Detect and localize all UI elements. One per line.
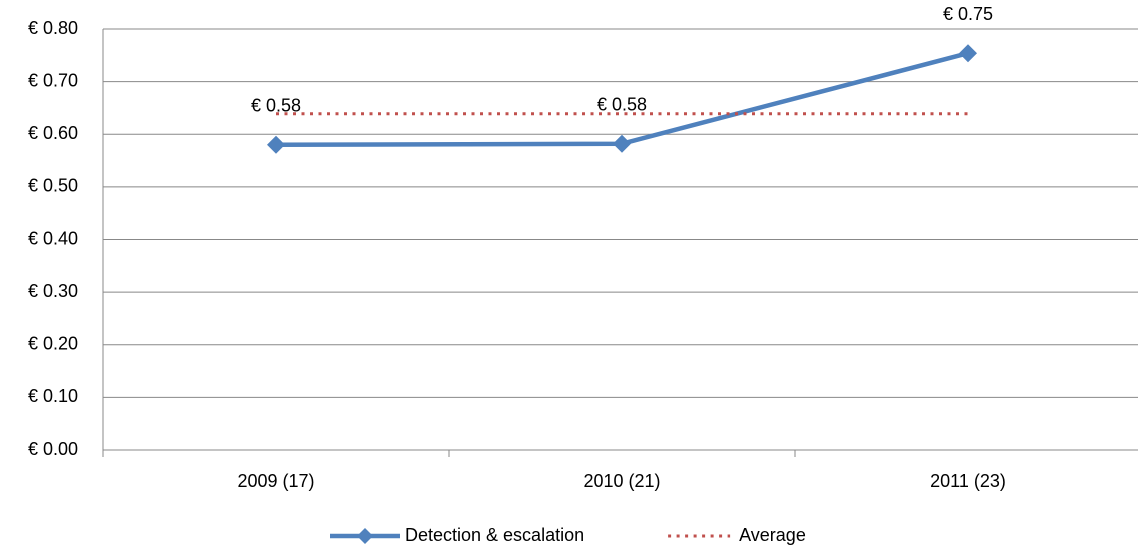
- data-label: € 0.75: [943, 4, 993, 24]
- x-tick-label: 2010 (21): [583, 471, 660, 491]
- y-tick-label: € 0.80: [28, 18, 78, 38]
- y-tick-label: € 0.20: [28, 334, 78, 354]
- legend-label: Detection & escalation: [405, 525, 584, 545]
- y-tick-label: € 0.30: [28, 281, 78, 301]
- marker: [959, 44, 977, 63]
- y-tick-label: € 0.10: [28, 386, 78, 406]
- y-tick-label: € 0.40: [28, 228, 78, 248]
- marker: [267, 135, 285, 154]
- y-tick-label: € 0.00: [28, 439, 78, 459]
- y-tick-label: € 0.50: [28, 176, 78, 196]
- legend-marker: [357, 528, 373, 544]
- marker: [613, 134, 631, 153]
- x-tick-label: 2011 (23): [930, 471, 1006, 491]
- data-label: € 0.58: [597, 94, 647, 114]
- y-tick-label: € 0.70: [28, 70, 78, 90]
- data-label: € 0.58: [251, 96, 301, 116]
- legend-label: Average: [739, 525, 806, 545]
- y-tick-label: € 0.60: [28, 123, 78, 143]
- x-tick-label: 2009 (17): [237, 471, 314, 491]
